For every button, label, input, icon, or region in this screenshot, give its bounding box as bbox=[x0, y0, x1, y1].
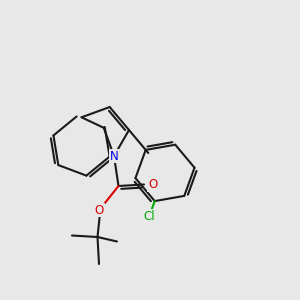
Text: O: O bbox=[148, 178, 158, 191]
Text: Cl: Cl bbox=[143, 210, 155, 223]
Text: O: O bbox=[94, 203, 103, 217]
Text: N: N bbox=[110, 149, 118, 163]
